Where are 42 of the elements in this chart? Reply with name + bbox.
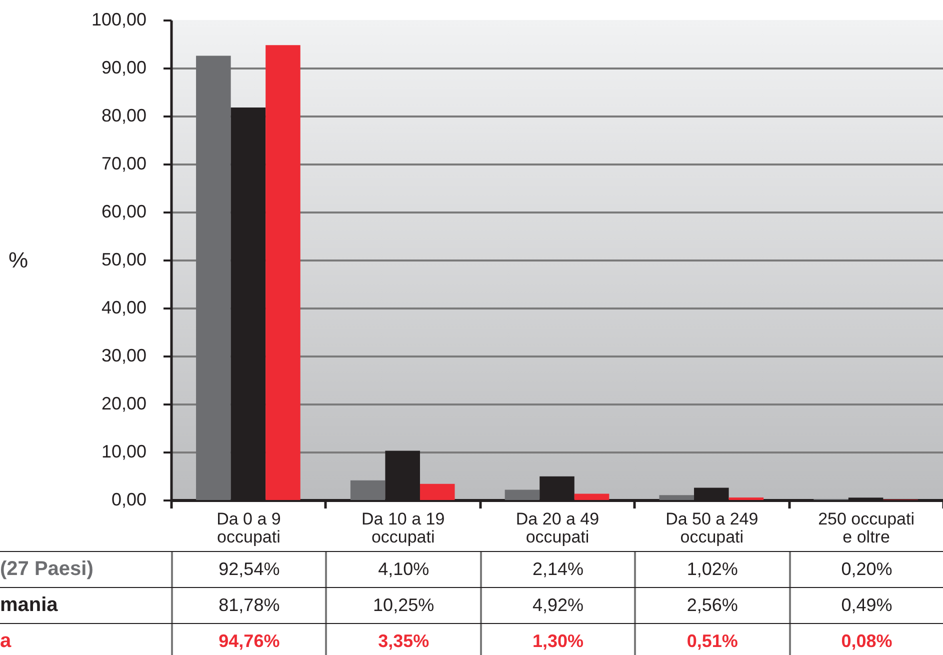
data-label: 0,49% (788, 588, 943, 623)
y-tick-label: 80,00 (101, 106, 146, 126)
data-label: 4,10% (325, 552, 480, 587)
data-label: 1,02% (634, 552, 789, 587)
bar (350, 480, 386, 500)
x-tick-label: Da 0 a 9 occupati (216, 510, 281, 546)
data-label: 2,56% (634, 588, 789, 623)
y-tick-label: 90,00 (101, 58, 146, 78)
y-tick-label: 30,00 (101, 346, 146, 366)
bar (504, 490, 540, 500)
bar (420, 484, 455, 500)
data-label: 0,20% (788, 552, 943, 587)
x-tick-label: Da 10 a 19 occupati (362, 510, 445, 546)
bar (196, 56, 231, 500)
data-label: 3,35% (325, 624, 480, 655)
y-tick-label: 100,00 (91, 10, 146, 30)
text: (27 Paesi) (0, 557, 94, 582)
x-tick-label: Da 50 a 249 occupati (666, 510, 758, 546)
y-tick-label: 10,00 (101, 442, 146, 462)
bar (266, 45, 300, 500)
data-label: 94,76% (171, 624, 326, 655)
bar (574, 494, 610, 500)
bar (659, 495, 694, 500)
data-label: 10,25% (325, 588, 480, 623)
data-label: 4,92% (480, 588, 634, 623)
y-axis-title: % (8, 248, 28, 272)
y-tick-label: 20,00 (101, 394, 146, 414)
data-label: 0,08% (788, 624, 943, 655)
data-label: 2,14% (480, 552, 634, 587)
y-tick-label: 50,00 (101, 250, 146, 270)
data-label: 81,78% (171, 588, 326, 623)
data-label: 1,30% (480, 624, 634, 655)
text: mania (0, 593, 59, 618)
x-tick-label: 250 occupati e oltre (818, 510, 915, 546)
data-label: 92,54% (171, 552, 326, 587)
data-label: 0,51% (634, 624, 789, 655)
x-tick-label: Da 20 a 49 occupati (516, 510, 600, 546)
y-tick-label: 70,00 (101, 154, 146, 174)
y-tick-label: 60,00 (101, 202, 146, 222)
y-tick-label: 0,00 (111, 490, 146, 510)
y-tick-label: 40,00 (101, 298, 146, 318)
text: a (0, 629, 12, 654)
